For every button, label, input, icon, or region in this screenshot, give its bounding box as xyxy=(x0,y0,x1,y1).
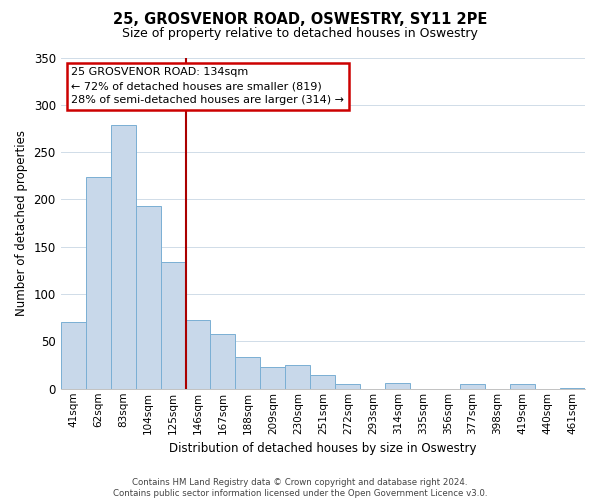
Bar xyxy=(335,384,360,389)
Text: 25, GROSVENOR ROAD, OSWESTRY, SY11 2PE: 25, GROSVENOR ROAD, OSWESTRY, SY11 2PE xyxy=(113,12,487,28)
Y-axis label: Number of detached properties: Number of detached properties xyxy=(15,130,28,316)
Bar xyxy=(211,334,235,389)
Text: 25 GROSVENOR ROAD: 134sqm
← 72% of detached houses are smaller (819)
28% of semi: 25 GROSVENOR ROAD: 134sqm ← 72% of detac… xyxy=(71,68,344,106)
Bar xyxy=(110,124,136,389)
Bar xyxy=(86,177,110,389)
Bar xyxy=(260,367,286,389)
Bar xyxy=(235,356,260,389)
Bar xyxy=(560,388,585,389)
Bar xyxy=(161,262,185,389)
Text: Contains HM Land Registry data © Crown copyright and database right 2024.
Contai: Contains HM Land Registry data © Crown c… xyxy=(113,478,487,498)
X-axis label: Distribution of detached houses by size in Oswestry: Distribution of detached houses by size … xyxy=(169,442,476,455)
Bar xyxy=(136,206,161,389)
Bar xyxy=(460,384,485,389)
Bar xyxy=(185,320,211,389)
Bar xyxy=(286,365,310,389)
Bar xyxy=(61,322,86,389)
Text: Size of property relative to detached houses in Oswestry: Size of property relative to detached ho… xyxy=(122,28,478,40)
Bar xyxy=(385,383,410,389)
Bar xyxy=(510,384,535,389)
Bar xyxy=(310,374,335,389)
